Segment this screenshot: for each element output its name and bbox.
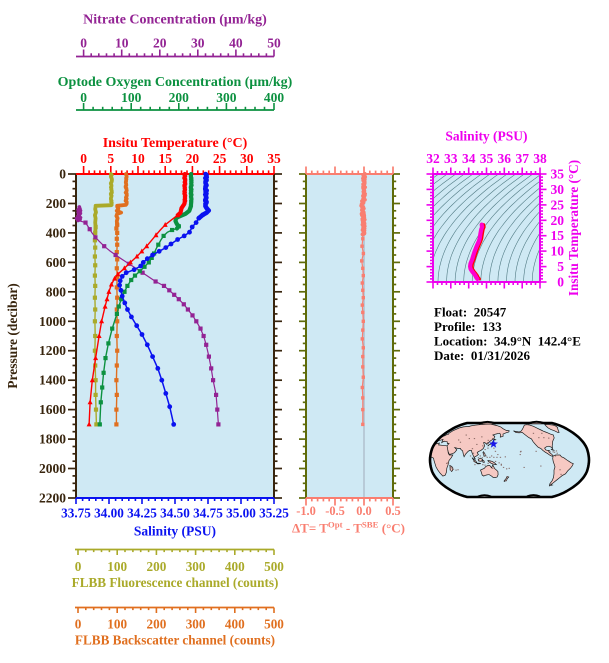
svg-text:35: 35 <box>551 167 565 182</box>
svg-text:Insitu Temperature (°C): Insitu Temperature (°C) <box>566 160 581 296</box>
svg-text:30: 30 <box>551 182 565 197</box>
svg-text:34.75: 34.75 <box>193 506 223 521</box>
svg-text:Salinity (PSU): Salinity (PSU) <box>134 524 216 539</box>
svg-text:15: 15 <box>158 151 172 166</box>
svg-text:1400: 1400 <box>39 373 66 388</box>
svg-text:0: 0 <box>75 559 82 574</box>
svg-text:FLBB Fluorescence channel (cou: FLBB Fluorescence channel (counts) <box>72 575 279 590</box>
svg-text:37: 37 <box>515 151 529 166</box>
svg-text:200: 200 <box>169 90 190 105</box>
svg-text:30: 30 <box>191 36 205 51</box>
svg-text:32: 32 <box>426 151 440 166</box>
svg-text:36: 36 <box>498 151 512 166</box>
svg-text:25: 25 <box>213 151 227 166</box>
svg-text:34: 34 <box>462 151 476 166</box>
svg-text:33: 33 <box>444 151 458 166</box>
svg-text:35: 35 <box>480 151 494 166</box>
svg-text:300: 300 <box>186 617 206 632</box>
svg-text:10: 10 <box>551 244 565 259</box>
svg-text:15: 15 <box>551 228 565 243</box>
svg-text:FLBB Backscatter channel (coun: FLBB Backscatter channel (counts) <box>75 633 275 648</box>
svg-text:300: 300 <box>216 90 237 105</box>
svg-text:1800: 1800 <box>39 432 66 447</box>
svg-text:20: 20 <box>551 213 565 228</box>
svg-text:200: 200 <box>147 617 167 632</box>
svg-text:400: 400 <box>46 225 67 240</box>
svg-text:200: 200 <box>46 196 67 211</box>
svg-text:50: 50 <box>267 36 281 51</box>
svg-text:100: 100 <box>107 559 127 574</box>
svg-text:25: 25 <box>551 197 565 212</box>
svg-text:500: 500 <box>264 559 284 574</box>
svg-text:400: 400 <box>264 90 285 105</box>
svg-text:Optode Oxygen Concentration (μ: Optode Oxygen Concentration (μm/kg) <box>58 75 293 90</box>
svg-text:500: 500 <box>264 617 284 632</box>
svg-text:10: 10 <box>131 151 145 166</box>
svg-text:600: 600 <box>46 255 67 270</box>
svg-text:100: 100 <box>121 90 142 105</box>
svg-text:0: 0 <box>75 617 82 632</box>
svg-text:Float: 20547: Float: 20547 <box>434 305 507 320</box>
svg-text:Insitu Temperature (°C): Insitu Temperature (°C) <box>103 136 248 151</box>
svg-text:400: 400 <box>225 617 245 632</box>
svg-text:0: 0 <box>80 90 87 105</box>
svg-text:5: 5 <box>107 151 114 166</box>
svg-text:100: 100 <box>107 617 127 632</box>
svg-text:800: 800 <box>46 284 67 299</box>
svg-text:5: 5 <box>557 259 564 274</box>
svg-text:34.00: 34.00 <box>94 506 124 521</box>
svg-text:0: 0 <box>59 167 66 182</box>
svg-text:Salinity (PSU): Salinity (PSU) <box>445 129 527 144</box>
svg-text:20: 20 <box>186 151 200 166</box>
svg-text:Nitrate Concentration (μm/kg): Nitrate Concentration (μm/kg) <box>83 13 267 28</box>
svg-text:35.00: 35.00 <box>226 506 256 521</box>
svg-text:400: 400 <box>225 559 245 574</box>
svg-text:30: 30 <box>240 151 254 166</box>
svg-text:2000: 2000 <box>39 461 66 476</box>
svg-text:40: 40 <box>229 36 243 51</box>
svg-text:2200: 2200 <box>39 491 66 506</box>
svg-text:Profile: 133: Profile: 133 <box>434 319 502 334</box>
svg-text:35: 35 <box>267 151 281 166</box>
svg-text:0: 0 <box>80 36 87 51</box>
svg-text:300: 300 <box>186 559 206 574</box>
svg-text:1200: 1200 <box>39 343 66 358</box>
svg-text:-0.5: -0.5 <box>325 504 345 518</box>
svg-text:33.75: 33.75 <box>61 506 91 521</box>
svg-text:35.25: 35.25 <box>259 506 289 521</box>
svg-text:-1.0: -1.0 <box>296 504 316 518</box>
svg-text:10: 10 <box>115 36 129 51</box>
svg-text:ΔT= TOpt - TSBE (°C): ΔT= TOpt - TSBE (°C) <box>292 520 405 536</box>
svg-text:0: 0 <box>80 151 87 166</box>
svg-text:200: 200 <box>147 559 167 574</box>
svg-text:Location: 34.9°N 142.4°E: Location: 34.9°N 142.4°E <box>434 334 581 349</box>
svg-text:20: 20 <box>153 36 167 51</box>
svg-text:34.25: 34.25 <box>127 506 157 521</box>
svg-text:Pressure (decibar): Pressure (decibar) <box>5 283 20 389</box>
svg-text:0.0: 0.0 <box>356 504 372 518</box>
svg-text:34.50: 34.50 <box>160 506 190 521</box>
svg-text:Date: 01/31/2026: Date: 01/31/2026 <box>434 348 531 363</box>
svg-text:0.5: 0.5 <box>385 504 401 518</box>
svg-text:1000: 1000 <box>39 314 66 329</box>
svg-text:38: 38 <box>533 151 547 166</box>
svg-text:1600: 1600 <box>39 402 66 417</box>
svg-text:0: 0 <box>557 275 564 290</box>
